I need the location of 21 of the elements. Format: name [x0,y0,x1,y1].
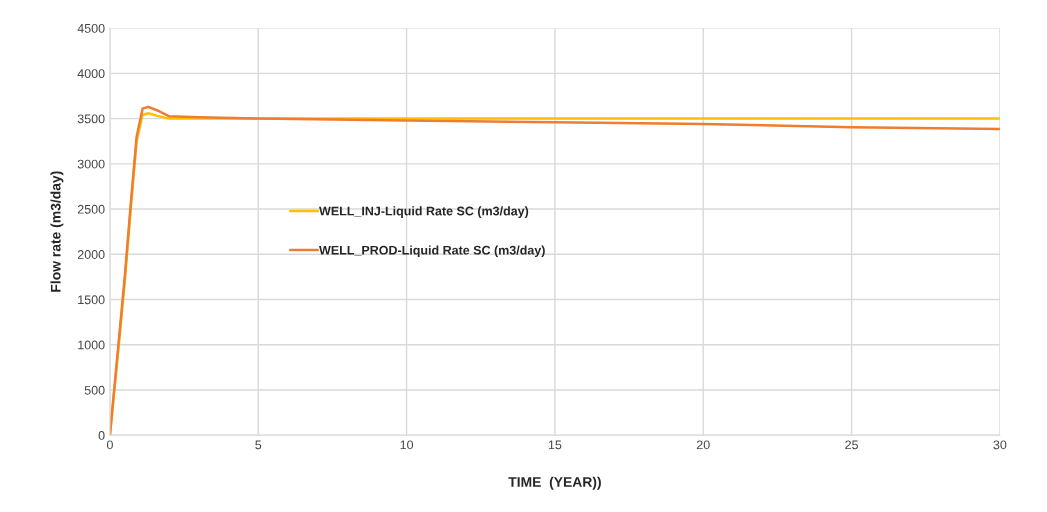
x-tick-label: 5 [255,440,262,450]
y-tick-label: 4500 [77,23,105,33]
y-tick-label: 3000 [77,159,105,169]
y-tick-label: 3500 [77,114,105,124]
x-tick-label: 25 [845,440,858,450]
y-tick-label: 0 [98,431,105,440]
x-tick-label: 10 [400,440,414,450]
x-tick-label: 0 [106,440,113,450]
y-tick-label: 500 [84,385,105,395]
x-tick-label: 15 [548,440,562,450]
x-tick-label: 20 [696,440,710,450]
y-tick-label: 1000 [78,340,105,350]
x-axis-title: TIME (YEAR)) [508,476,601,490]
y-tick-label: 2500 [77,204,105,214]
y-axis-title: Flow rate (m3/day) [50,171,64,292]
y-tick-label: 4000 [77,69,105,79]
legend-label: WELL_INJ-Liquid Rate SC (m3/day) [319,206,529,218]
x-tick-label: 30 [993,440,1007,450]
y-tick-label: 2000 [77,250,105,259]
legend-label: WELL_PROD-Liquid Rate SC (m3/day) [319,245,545,258]
y-tick-label: 1500 [78,295,105,305]
